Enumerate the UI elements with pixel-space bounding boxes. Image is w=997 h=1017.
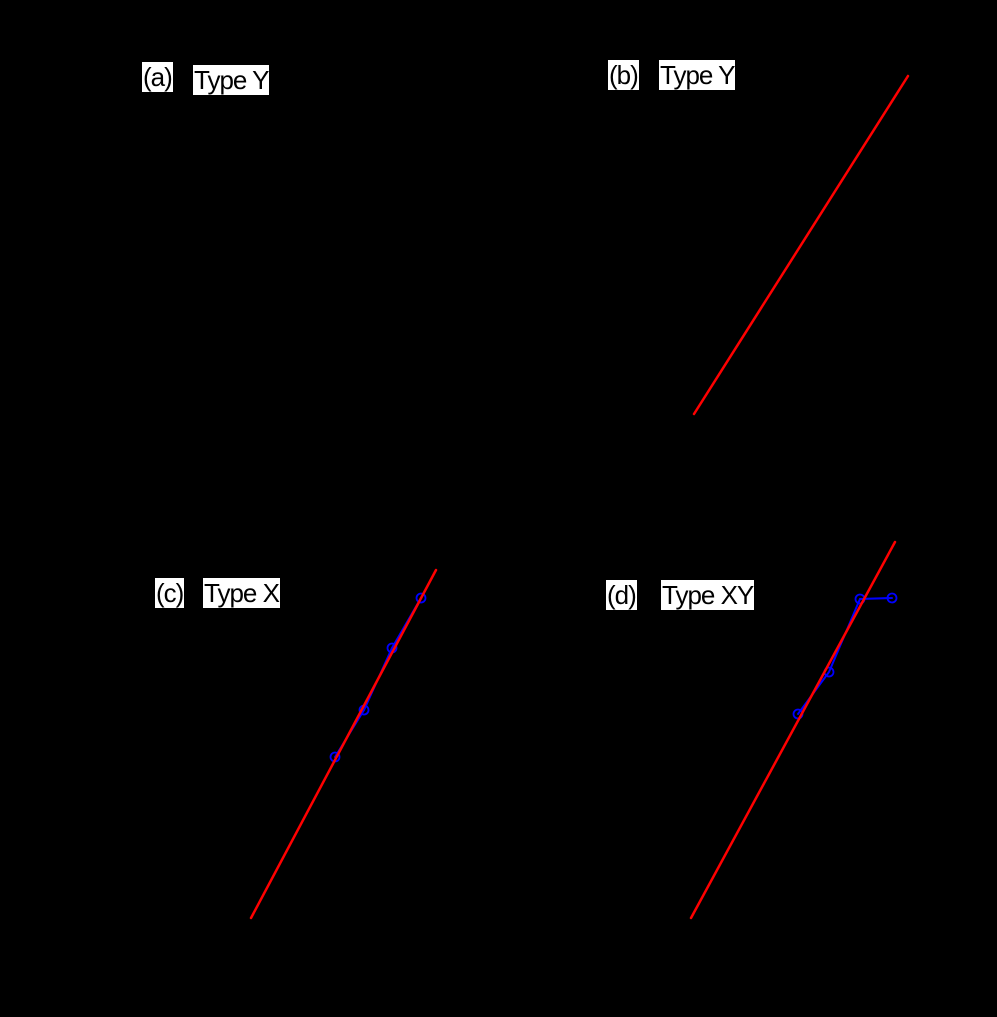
panel-c-title: Type X — [203, 578, 280, 608]
panel-b-tag: (b) — [608, 60, 639, 90]
panel-b-title: Type Y — [659, 60, 735, 90]
panel-d-title: Type XY — [661, 580, 754, 610]
panel-c-tag: (c) — [155, 578, 184, 608]
panel-c-fit-line — [249, 568, 438, 920]
panel-c-data-marker — [415, 592, 427, 604]
panel-a-title: Type Y — [193, 65, 269, 95]
panel-d-tag: (d) — [606, 580, 637, 610]
panel-b-fit-line — [692, 74, 910, 416]
panel-d-data-marker — [886, 592, 898, 604]
panel-d-fit-line — [689, 540, 897, 920]
panel-a-tag: (a) — [142, 62, 173, 92]
